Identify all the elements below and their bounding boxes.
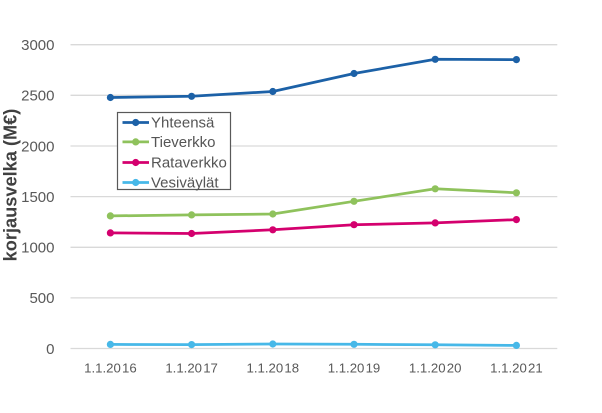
svg-text:500: 500 [29, 290, 54, 307]
svg-text:1.1.2017: 1.1.2017 [165, 361, 218, 376]
svg-text:1.1.2020: 1.1.2020 [409, 361, 462, 376]
svg-text:1.1.2019: 1.1.2019 [328, 361, 381, 376]
svg-text:Rataverkko: Rataverkko [151, 155, 227, 172]
svg-text:2000: 2000 [21, 138, 54, 155]
svg-text:Yhteensä: Yhteensä [151, 115, 215, 132]
svg-text:Tieverkko: Tieverkko [151, 134, 215, 151]
svg-text:3000: 3000 [21, 37, 54, 54]
svg-text:1.1.2018: 1.1.2018 [247, 361, 300, 376]
svg-text:2500: 2500 [21, 88, 54, 105]
svg-text:korjausvelka (M€): korjausvelka (M€) [0, 109, 20, 262]
svg-text:1.1.2016: 1.1.2016 [84, 361, 137, 376]
svg-text:0: 0 [46, 341, 54, 358]
svg-text:1.1.2021: 1.1.2021 [490, 361, 543, 376]
svg-text:1500: 1500 [21, 189, 54, 206]
svg-text:Vesiväylät: Vesiväylät [151, 175, 219, 192]
svg-text:1000: 1000 [21, 240, 54, 257]
